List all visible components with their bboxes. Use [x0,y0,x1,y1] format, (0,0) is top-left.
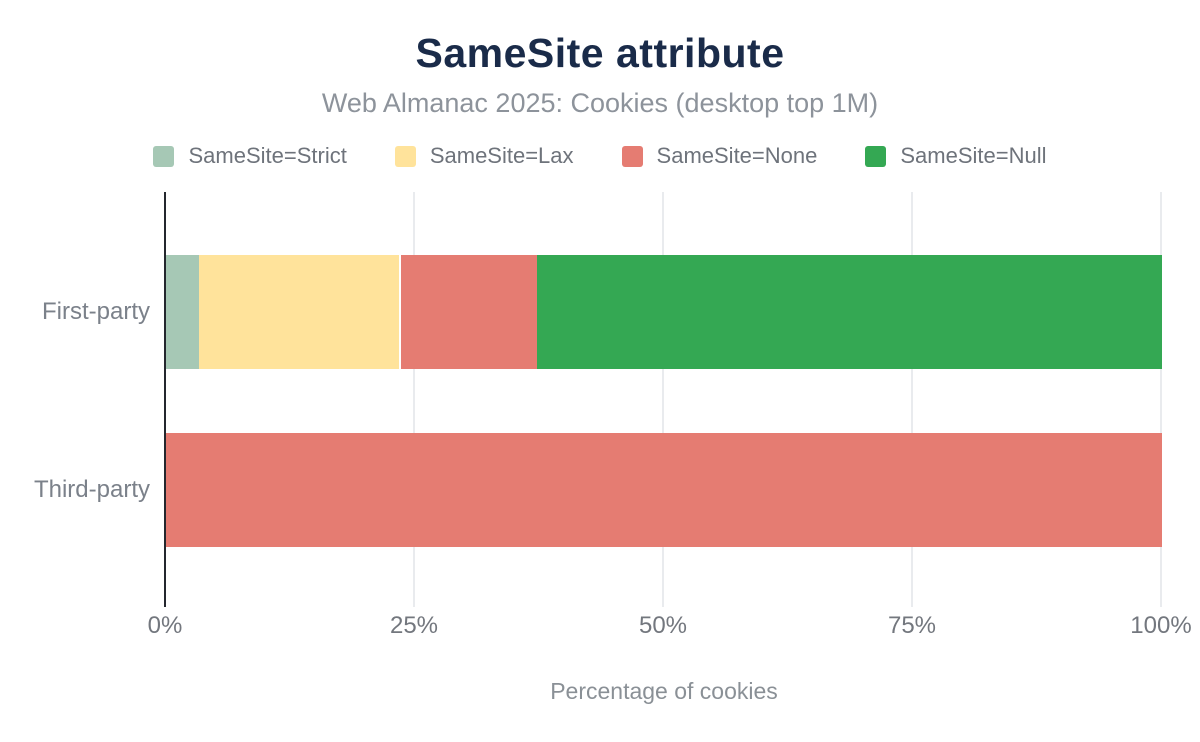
bar-segment-samesite-none [399,255,538,369]
legend-swatch-icon [865,145,887,167]
legend-swatch-icon [153,145,175,167]
chart-subtitle: Web Almanac 2025: Cookies (desktop top 1… [321,88,879,118]
gridline [662,192,664,607]
x-tick-label: 0% [147,612,183,639]
legend-label: SameSite=Null [900,143,1047,168]
bar-segment-samesite-none [166,433,1162,547]
category-label: First-party [42,298,150,325]
legend-swatch-icon [621,145,643,167]
x-tick-label: 50% [638,612,688,639]
category-label: Third-party [33,476,150,503]
legend-item: SameSite=Strict [153,143,347,169]
bar-row [166,255,1162,369]
legend-item: SameSite=Lax [394,143,574,169]
legend-label: SameSite=Lax [429,143,574,168]
x-tick-label: 25% [389,612,439,639]
y-axis-line [164,192,166,607]
bar-row [166,433,1162,547]
legend-label: SameSite=Strict [188,143,347,168]
gridline [413,192,415,607]
bar-segment-samesite-null [537,255,1162,369]
x-axis-title: Percentage of cookies [550,678,778,704]
legend-swatch-icon [394,145,416,167]
x-tick-label: 100% [1130,612,1192,639]
legend-item: SameSite=Null [865,143,1047,169]
gridline [911,192,913,607]
x-tick-label: 75% [887,612,937,639]
bar-segment-samesite-strict [166,255,199,369]
legend: SameSite=Strict SameSite=Lax SameSite=None… [0,143,1200,169]
gridline [1160,192,1162,607]
chart-title: SameSite attribute [415,30,785,76]
bar-segment-samesite-lax [198,255,400,369]
legend-item: SameSite=None [621,143,818,169]
legend-label: SameSite=None [656,143,818,168]
